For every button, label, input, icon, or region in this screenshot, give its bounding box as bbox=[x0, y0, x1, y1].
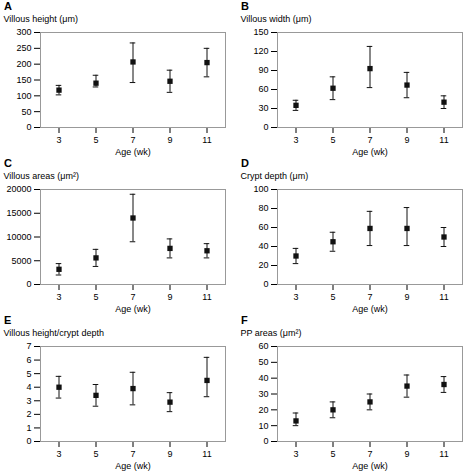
svg-text:7: 7 bbox=[130, 449, 135, 459]
svg-text:PP areas (μm²): PP areas (μm²) bbox=[241, 328, 302, 338]
svg-text:Villous areas (μm²): Villous areas (μm²) bbox=[4, 171, 80, 181]
svg-text:9: 9 bbox=[404, 292, 409, 302]
svg-text:5: 5 bbox=[330, 449, 335, 459]
svg-text:2: 2 bbox=[26, 409, 31, 419]
svg-text:0: 0 bbox=[263, 436, 268, 446]
svg-text:5: 5 bbox=[26, 369, 31, 379]
svg-text:300: 300 bbox=[16, 27, 31, 37]
svg-text:3: 3 bbox=[56, 135, 61, 145]
svg-text:3: 3 bbox=[56, 292, 61, 302]
svg-text:5: 5 bbox=[330, 292, 335, 302]
svg-text:150: 150 bbox=[253, 27, 268, 37]
svg-text:7: 7 bbox=[367, 449, 372, 459]
svg-text:11: 11 bbox=[202, 449, 211, 459]
html-text:D: D bbox=[241, 157, 249, 169]
svg-text:6: 6 bbox=[26, 355, 31, 365]
svg-text:5: 5 bbox=[330, 135, 335, 145]
svg-text:11: 11 bbox=[202, 135, 211, 145]
svg-text:120: 120 bbox=[253, 46, 268, 56]
svg-text:20: 20 bbox=[258, 405, 268, 415]
svg-text:20000: 20000 bbox=[6, 184, 31, 194]
svg-text:40: 40 bbox=[258, 241, 268, 251]
svg-text:0: 0 bbox=[263, 279, 268, 289]
svg-text:9: 9 bbox=[404, 135, 409, 145]
svg-text:80: 80 bbox=[258, 203, 268, 213]
svg-text:5: 5 bbox=[93, 449, 98, 459]
svg-text:60: 60 bbox=[258, 84, 268, 94]
svg-text:7: 7 bbox=[367, 292, 372, 302]
svg-text:9: 9 bbox=[167, 135, 172, 145]
svg-text:20: 20 bbox=[258, 260, 268, 270]
svg-text:5000: 5000 bbox=[11, 256, 31, 266]
svg-text:10000: 10000 bbox=[6, 232, 31, 242]
svg-text:50: 50 bbox=[21, 107, 31, 117]
svg-text:Villous width (μm): Villous width (μm) bbox=[241, 14, 312, 24]
html-text:C: C bbox=[4, 157, 12, 169]
svg-text:15000: 15000 bbox=[6, 208, 31, 218]
svg-text:90: 90 bbox=[258, 65, 268, 75]
svg-text:Villous height (μm): Villous height (μm) bbox=[4, 14, 79, 24]
svg-text:11: 11 bbox=[439, 449, 448, 459]
svg-text:9: 9 bbox=[167, 292, 172, 302]
svg-text:9: 9 bbox=[167, 449, 172, 459]
html-text:A: A bbox=[4, 0, 12, 12]
svg-text:7: 7 bbox=[367, 135, 372, 145]
svg-text:60: 60 bbox=[258, 341, 268, 351]
svg-text:5: 5 bbox=[93, 135, 98, 145]
svg-text:30: 30 bbox=[258, 103, 268, 113]
svg-text:200: 200 bbox=[16, 59, 31, 69]
svg-text:0: 0 bbox=[263, 122, 268, 132]
svg-text:50: 50 bbox=[258, 357, 268, 367]
svg-text:30: 30 bbox=[258, 389, 268, 399]
svg-text:Age (wk): Age (wk) bbox=[115, 147, 151, 157]
svg-text:9: 9 bbox=[404, 449, 409, 459]
svg-text:5: 5 bbox=[93, 292, 98, 302]
svg-text:7: 7 bbox=[130, 292, 135, 302]
svg-text:Age (wk): Age (wk) bbox=[352, 147, 388, 157]
svg-text:250: 250 bbox=[16, 43, 31, 53]
svg-text:7: 7 bbox=[130, 135, 135, 145]
svg-text:100: 100 bbox=[16, 91, 31, 101]
svg-text:1: 1 bbox=[26, 423, 31, 433]
svg-text:0: 0 bbox=[26, 122, 31, 132]
svg-text:3: 3 bbox=[293, 135, 298, 145]
svg-text:0: 0 bbox=[26, 279, 31, 289]
svg-text:11: 11 bbox=[439, 135, 448, 145]
svg-text:7: 7 bbox=[26, 341, 31, 351]
svg-text:3: 3 bbox=[26, 396, 31, 406]
svg-text:3: 3 bbox=[56, 449, 61, 459]
svg-text:Age (wk): Age (wk) bbox=[352, 304, 388, 314]
svg-text:Villous height/crypt depth: Villous height/crypt depth bbox=[4, 328, 104, 338]
svg-text:4: 4 bbox=[26, 382, 31, 392]
svg-text:100: 100 bbox=[253, 184, 268, 194]
html-text:E: E bbox=[4, 314, 12, 326]
svg-text:Age (wk): Age (wk) bbox=[115, 461, 151, 471]
html-text:B: B bbox=[241, 0, 249, 12]
svg-text:60: 60 bbox=[258, 222, 268, 232]
svg-text:Age (wk): Age (wk) bbox=[352, 461, 388, 471]
svg-text:150: 150 bbox=[16, 75, 31, 85]
svg-text:11: 11 bbox=[439, 292, 448, 302]
svg-text:10: 10 bbox=[258, 421, 268, 431]
svg-text:Crypt depth (μm): Crypt depth (μm) bbox=[241, 171, 309, 181]
html-text:F: F bbox=[241, 314, 248, 326]
svg-text:Age (wk): Age (wk) bbox=[115, 304, 151, 314]
svg-text:11: 11 bbox=[202, 292, 211, 302]
svg-text:3: 3 bbox=[293, 449, 298, 459]
svg-text:0: 0 bbox=[26, 436, 31, 446]
svg-text:40: 40 bbox=[258, 373, 268, 383]
svg-text:3: 3 bbox=[293, 292, 298, 302]
